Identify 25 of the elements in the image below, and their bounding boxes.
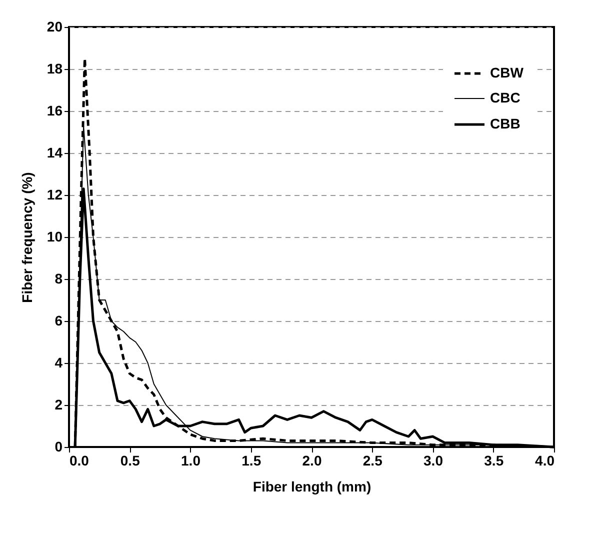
y-tick-label: 10: [46, 228, 63, 244]
legend-label: CBB: [490, 116, 520, 132]
x-tick-label: 0.0: [70, 452, 90, 468]
legend-label: CBC: [490, 90, 520, 106]
y-tick-label: 18: [46, 60, 63, 76]
y-tick-label: 14: [46, 144, 63, 160]
y-axis-title: Fiber frequency (%): [18, 172, 35, 303]
y-tick-label: 16: [46, 102, 63, 118]
y-tick-label: 0: [54, 438, 63, 454]
legend-label: CBW: [490, 64, 524, 80]
x-tick-label: 4.0: [535, 452, 555, 468]
x-tick-label: 1.5: [242, 452, 262, 468]
x-axis-title: Fiber length (mm): [252, 478, 372, 494]
x-tick-label: 1.0: [181, 452, 201, 468]
x-tick-label: 2.5: [362, 452, 383, 468]
x-tick-label: 3.0: [424, 452, 444, 468]
x-tick-label: 2.0: [302, 452, 322, 468]
x-tick-label: 3.5: [484, 452, 504, 468]
y-tick-label: 8: [54, 270, 63, 286]
y-tick-label: 20: [46, 18, 63, 34]
y-tick-label: 6: [54, 312, 63, 328]
x-tick-label: 0.5: [120, 452, 140, 468]
y-tick-label: 4: [54, 354, 63, 370]
y-tick-label: 12: [46, 186, 63, 202]
y-tick-label: 2: [54, 396, 63, 412]
